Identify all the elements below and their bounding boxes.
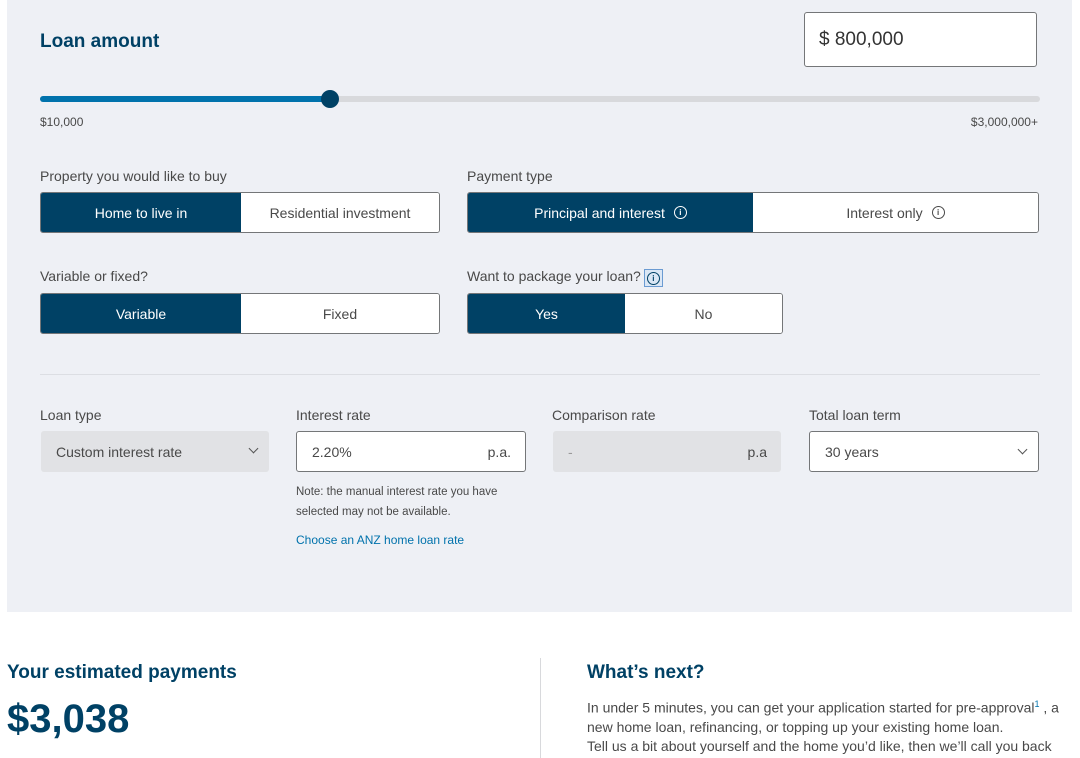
package-toggle: Yes No <box>467 293 783 334</box>
property-label: Property you would like to buy <box>40 168 227 184</box>
package-option-no[interactable]: No <box>625 294 782 333</box>
interest-rate-value: 2.20% <box>312 443 352 460</box>
estimate-value: $3,038 <box>7 697 130 741</box>
loan-amount-slider[interactable] <box>40 90 1040 108</box>
whats-next-text: In under 5 minutes, you can get your app… <box>587 695 1073 737</box>
slider-min-label: $10,000 <box>40 115 84 129</box>
package-label-text: Want to package your loan? <box>467 268 641 284</box>
interest-rate-input[interactable]: 2.20% p.a. <box>296 431 526 472</box>
slider-handle[interactable] <box>321 90 339 108</box>
choose-rate-link[interactable]: Choose an ANZ home loan rate <box>296 533 465 547</box>
payment-option-interest-only[interactable]: Interest only i <box>753 193 1038 232</box>
interest-rate-label: Interest rate <box>296 407 371 423</box>
package-label: Want to package your loan? i <box>467 268 663 287</box>
whats-next-text-cut: Tell us a bit about yourself and the hom… <box>587 738 1052 754</box>
interest-rate-note: Note: the manual interest rate you have … <box>296 486 498 518</box>
package-option-yes[interactable]: Yes <box>468 294 625 333</box>
info-icon[interactable]: i <box>673 206 687 219</box>
loan-term-label: Total loan term <box>809 407 901 423</box>
section-divider <box>40 374 1040 375</box>
info-icon[interactable]: i <box>931 206 945 219</box>
info-icon: i <box>646 272 660 285</box>
property-toggle: Home to live in Residential investment <box>40 192 440 233</box>
whats-next-title: What’s next? <box>587 662 705 683</box>
package-info-button[interactable]: i <box>643 269 663 287</box>
payment-option-interest-only-label: Interest only <box>846 204 923 221</box>
loan-amount-title: Loan amount <box>40 31 160 52</box>
loan-type-value: Custom interest rate <box>56 443 183 460</box>
property-option-investment[interactable]: Residential investment <box>241 193 439 232</box>
chevron-down-icon <box>1017 444 1028 455</box>
loan-type-label: Loan type <box>40 407 102 423</box>
rate-kind-toggle: Variable Fixed <box>40 293 440 334</box>
estimate-title: Your estimated payments <box>7 662 237 683</box>
payment-type-toggle: Principal and interest i Interest only i <box>467 192 1039 233</box>
comparison-rate-suffix: p.a <box>747 443 767 460</box>
slider-fill <box>40 96 330 102</box>
slider-max-label: $3,000,000+ <box>970 115 1038 129</box>
payment-option-principal[interactable]: Principal and interest i <box>468 193 753 232</box>
footnote-link[interactable]: 1 <box>1034 699 1040 709</box>
whats-next-text-part2: , a new home loan, refinancing, or toppi… <box>587 699 1059 735</box>
comparison-rate-field: - p.a <box>553 431 781 472</box>
payment-option-principal-label: Principal and interest <box>534 204 665 221</box>
comparison-rate-label: Comparison rate <box>552 407 656 423</box>
loan-term-select[interactable]: 30 years <box>809 431 1039 472</box>
interest-rate-suffix: p.a. <box>487 443 511 460</box>
loan-term-value: 30 years <box>825 443 879 460</box>
loan-amount-input[interactable]: $ 800,000 <box>804 12 1037 67</box>
rate-option-variable[interactable]: Variable <box>41 294 241 333</box>
rate-option-fixed[interactable]: Fixed <box>241 294 439 333</box>
payment-type-label: Payment type <box>467 168 553 184</box>
property-option-home[interactable]: Home to live in <box>41 193 241 232</box>
loan-type-select[interactable]: Custom interest rate <box>41 431 269 472</box>
comparison-rate-value: - <box>568 443 573 460</box>
whats-next-text-part1: In under 5 minutes, you can get your app… <box>587 699 1035 716</box>
rate-kind-label: Variable or fixed? <box>40 268 148 284</box>
chevron-down-icon <box>248 443 259 454</box>
column-divider <box>540 658 541 758</box>
